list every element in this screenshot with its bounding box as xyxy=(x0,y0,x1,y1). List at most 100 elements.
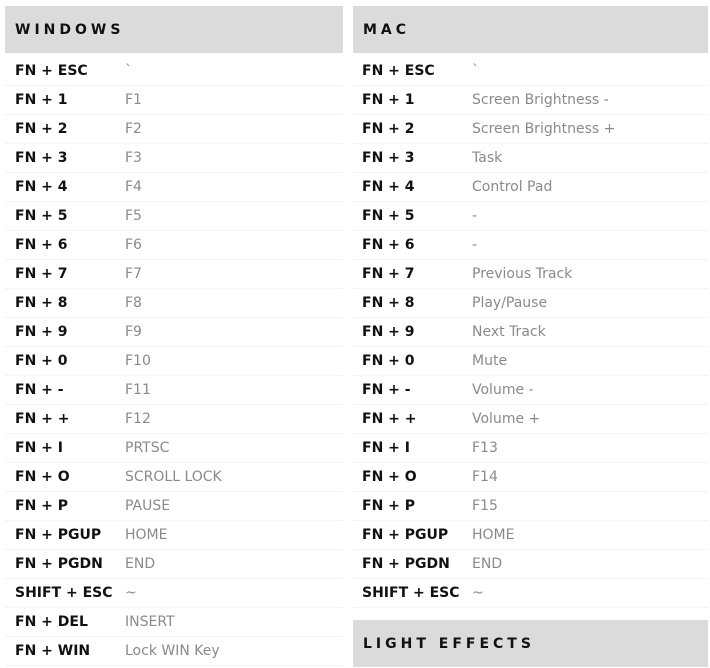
shortcut-function: HOME xyxy=(125,527,168,543)
shortcut-function: Previous Track xyxy=(472,266,573,282)
shortcut-key: FN + P xyxy=(362,498,416,514)
shortcut-row: FN + 5 F5 xyxy=(5,202,343,231)
shortcut-function: Lock WIN Key xyxy=(125,643,220,659)
shortcut-row: FN + 4 Control Pad xyxy=(353,173,708,202)
windows-header: WINDOWS xyxy=(5,6,343,53)
shortcut-key: SHIFT + ESC xyxy=(362,585,460,601)
shortcut-row: FN + PGDN END xyxy=(5,550,343,579)
shortcut-key: FN + 2 xyxy=(15,121,68,137)
shortcut-row: FN + 9 Next Track xyxy=(353,318,708,347)
shortcut-row: FN + 0 F10 xyxy=(5,347,343,376)
shortcut-row: FN + P F15 xyxy=(353,492,708,521)
shortcut-key: FN + 6 xyxy=(362,237,415,253)
shortcut-row: FN + 1 Screen Brightness - xyxy=(353,86,708,115)
shortcut-key: FN + O xyxy=(15,469,70,485)
shortcut-row: FN + 6 F6 xyxy=(5,231,343,260)
mac-header: MAC xyxy=(353,6,708,53)
shortcut-key: FN + 0 xyxy=(362,353,415,369)
shortcut-function: - xyxy=(472,208,478,224)
shortcut-row: FN + P PAUSE xyxy=(5,492,343,521)
shortcut-key: FN + 8 xyxy=(362,295,415,311)
shortcut-key: FN + 6 xyxy=(15,237,68,253)
shortcut-function: INSERT xyxy=(125,614,175,630)
shortcut-row: FN + 8 Play/Pause xyxy=(353,289,708,318)
shortcut-function: F12 xyxy=(125,411,151,427)
shortcut-row: FN + 3 F3 xyxy=(5,144,343,173)
shortcut-function: HOME xyxy=(472,527,515,543)
shortcut-key: FN + I xyxy=(362,440,410,456)
shortcut-key: FN + 3 xyxy=(15,150,68,166)
shortcut-key: FN + 4 xyxy=(362,179,415,195)
shortcut-row: FN + PGDN END xyxy=(353,550,708,579)
shortcut-row: SHIFT + ESC ~ xyxy=(353,579,708,608)
shortcut-row: FN + - F11 xyxy=(5,376,343,405)
mac-rows: FN + ESC ` FN + 1 Screen Brightness - FN + 2… xyxy=(353,57,708,608)
shortcut-row: FN + 6 - xyxy=(353,231,708,260)
shortcut-row: FN + ESC ` xyxy=(5,57,343,86)
shortcut-function: F3 xyxy=(125,150,142,166)
shortcut-function: Volume - xyxy=(472,382,534,398)
shortcut-key: FN + 1 xyxy=(15,92,68,108)
shortcut-row: FN + 8 F8 xyxy=(5,289,343,318)
light-effects-section: LIGHT EFFECTS xyxy=(353,620,708,667)
shortcut-function: F4 xyxy=(125,179,142,195)
shortcut-key: FN + 5 xyxy=(15,208,68,224)
shortcut-key: FN + 0 xyxy=(15,353,68,369)
shortcut-key: SHIFT + ESC xyxy=(15,585,113,601)
shortcut-function: PAUSE xyxy=(125,498,171,514)
shortcut-row: FN + 1 F1 xyxy=(5,86,343,115)
shortcut-key: FN + - xyxy=(362,382,411,398)
shortcut-function: ~ xyxy=(125,585,137,601)
shortcut-function: Control Pad xyxy=(472,179,553,195)
shortcut-key: FN + WIN xyxy=(15,643,91,659)
shortcut-key: FN + I xyxy=(15,440,63,456)
shortcut-function: Play/Pause xyxy=(472,295,548,311)
shortcut-function: F13 xyxy=(472,440,498,456)
shortcut-key: FN + ESC xyxy=(362,63,435,79)
shortcut-row: FN + PGUP HOME xyxy=(5,521,343,550)
shortcut-row: FN + 0 Mute xyxy=(353,347,708,376)
shortcut-key: FN + 3 xyxy=(362,150,415,166)
shortcut-function: F10 xyxy=(125,353,151,369)
shortcut-key: FN + 1 xyxy=(362,92,415,108)
shortcut-row: FN + 7 F7 xyxy=(5,260,343,289)
shortcut-row: FN + 2 Screen Brightness + xyxy=(353,115,708,144)
shortcut-function: ~ xyxy=(472,585,484,601)
shortcut-function: ` xyxy=(125,63,132,79)
shortcut-function: F5 xyxy=(125,208,142,224)
shortcut-row: FN + 4 F4 xyxy=(5,173,343,202)
shortcut-function: Next Track xyxy=(472,324,546,340)
shortcut-function: Screen Brightness + xyxy=(472,121,616,137)
shortcut-function: - xyxy=(472,237,478,253)
shortcut-function: F14 xyxy=(472,469,498,485)
shortcut-function: PRTSC xyxy=(125,440,170,456)
shortcut-key: FN + 7 xyxy=(15,266,68,282)
shortcut-row: FN + + F12 xyxy=(5,405,343,434)
shortcut-row: FN + WIN Lock WIN Key xyxy=(5,637,343,666)
shortcut-row: FN + 3 Task xyxy=(353,144,708,173)
shortcut-function: F11 xyxy=(125,382,151,398)
mac-section: MAC FN + ESC ` FN + 1 Screen Brightness - FN… xyxy=(353,6,708,608)
shortcut-function: F2 xyxy=(125,121,142,137)
shortcut-row: FN + O F14 xyxy=(353,463,708,492)
shortcut-key: FN + PGDN xyxy=(15,556,103,572)
shortcut-function: SCROLL LOCK xyxy=(125,469,222,485)
shortcut-row: FN + + Volume + xyxy=(353,405,708,434)
shortcut-function: ` xyxy=(472,63,479,79)
shortcut-key: FN + 5 xyxy=(362,208,415,224)
shortcut-row: FN + DEL INSERT xyxy=(5,608,343,637)
shortcut-row: FN + - Volume - xyxy=(353,376,708,405)
shortcut-key: FN + 2 xyxy=(362,121,415,137)
shortcut-row: FN + ESC ` xyxy=(353,57,708,86)
shortcut-key: FN + 9 xyxy=(362,324,415,340)
shortcut-key: FN + ESC xyxy=(15,63,88,79)
shortcut-key: FN + O xyxy=(362,469,417,485)
shortcut-function: F1 xyxy=(125,92,142,108)
shortcut-function: Volume + xyxy=(472,411,541,427)
shortcut-key: FN + PGUP xyxy=(15,527,102,543)
shortcut-key: FN + + xyxy=(362,411,417,427)
shortcut-row: FN + I PRTSC xyxy=(5,434,343,463)
shortcut-key: FN + DEL xyxy=(15,614,88,630)
